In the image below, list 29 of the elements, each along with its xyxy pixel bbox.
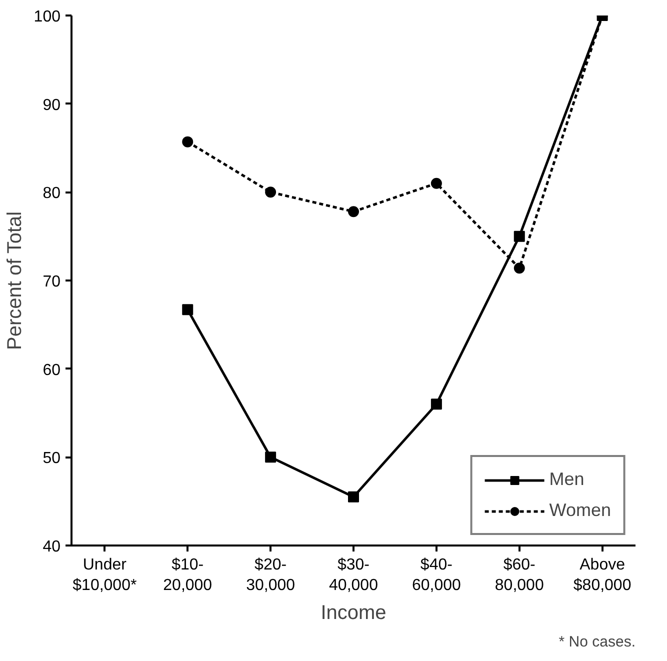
y-tick-label: 60 — [42, 362, 61, 379]
x-tick-label: Above $80,000 — [573, 556, 632, 594]
x-tick-label: $10- 20,000 — [163, 556, 212, 594]
point — [182, 136, 194, 148]
y-tick-label: 80 — [42, 185, 61, 202]
x-tick-label: $20- 30,000 — [246, 556, 296, 594]
point — [265, 452, 276, 463]
x-tick-label: Under $10,000* — [72, 556, 137, 594]
y-axis-title: Percent of Total — [4, 211, 26, 350]
point — [182, 304, 194, 316]
y-tick-label: 70 — [42, 274, 61, 290]
point — [430, 398, 442, 410]
point — [430, 178, 442, 189]
y-tick-label: 40 — [42, 538, 61, 556]
y-tick-label: 50 — [42, 450, 61, 468]
y-tick-label: 90 — [42, 96, 61, 114]
legend-label: Women — [549, 500, 611, 521]
point — [348, 491, 359, 502]
x-axis-title: Income — [320, 602, 386, 624]
point — [348, 206, 359, 218]
x-tick-label: $40- 60,000 — [412, 556, 462, 594]
point — [265, 186, 276, 198]
text: * No cases. — [558, 634, 636, 650]
x-tick-label: $60- 80,000 — [494, 556, 544, 594]
legend-label: Men — [549, 469, 584, 490]
y-tick-label: 100 — [34, 8, 61, 26]
point — [514, 262, 525, 274]
x-tick-label: $30- 40,000 — [329, 556, 378, 594]
point — [514, 230, 525, 242]
